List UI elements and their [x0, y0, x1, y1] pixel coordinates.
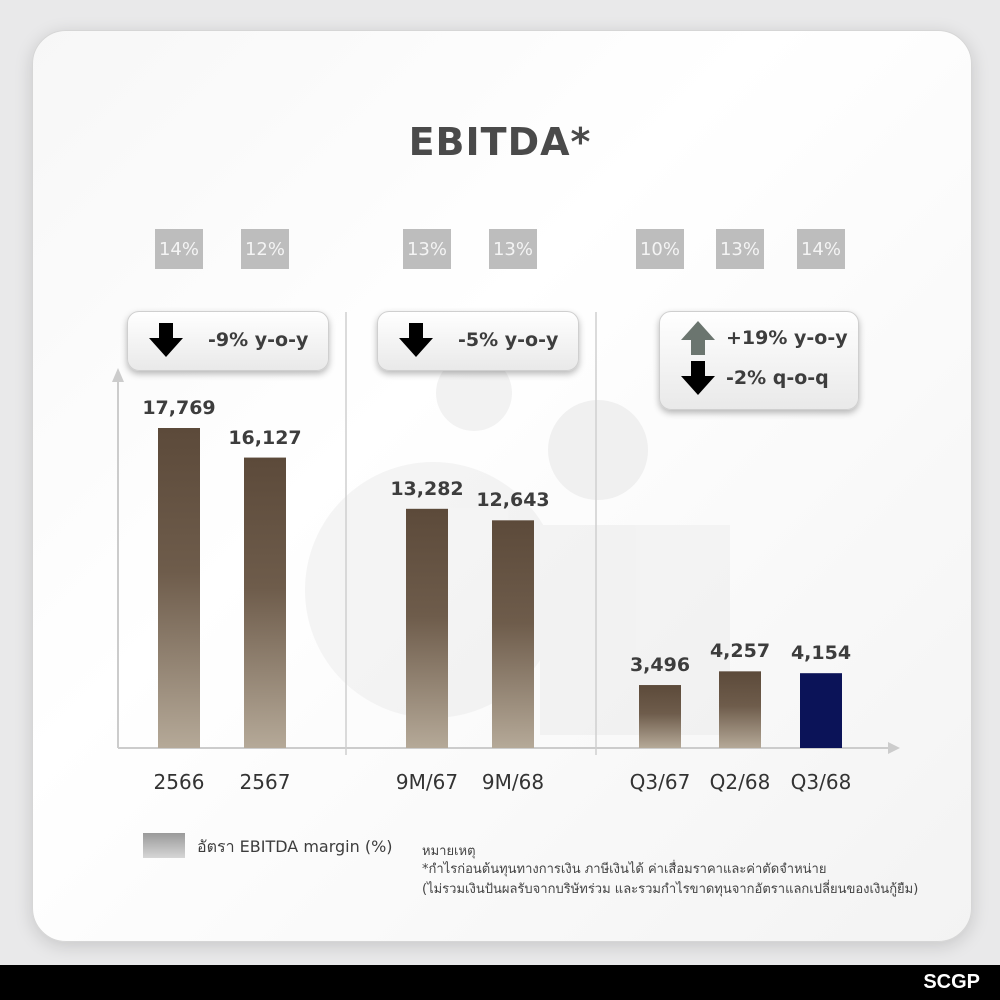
bar-9M-67	[406, 508, 448, 748]
bar-2567	[244, 457, 286, 748]
category-label: 9M/68	[481, 770, 545, 794]
change-text: +19% y-o-y	[726, 327, 848, 349]
arrow-down-icon	[148, 322, 184, 358]
category-label: Q3/67	[629, 770, 691, 794]
note-line-1: *กำไรก่อนต้นทุนทางการเงิน ภาษีเงินได้ ค่…	[422, 862, 827, 877]
category-label: Q3/68	[790, 770, 852, 794]
bar-Q2-68	[719, 671, 761, 748]
x-axis-arrow	[888, 742, 900, 754]
margin-badge: 12%	[241, 229, 289, 269]
change-callout: +19% y-o-y -2% q-o-q	[659, 311, 859, 410]
category-label: Q2/68	[709, 770, 771, 794]
footer-bar: SCGP	[0, 965, 1000, 1000]
brand-logo: SCGP	[923, 971, 980, 993]
value-label: 4,257	[709, 640, 771, 663]
category-label: 2567	[239, 770, 291, 794]
bar-2566	[158, 428, 200, 748]
arrow-down-icon	[398, 322, 434, 358]
arrow-down-icon	[680, 360, 716, 396]
margin-badge: 13%	[489, 229, 537, 269]
margin-badge: 14%	[797, 229, 845, 269]
legend-swatch	[143, 833, 185, 858]
bar-Q3-68	[800, 673, 842, 748]
margin-badge: 14%	[155, 229, 203, 269]
value-label: 16,127	[228, 426, 302, 449]
bar-Q3-67	[639, 685, 681, 748]
value-label: 4,154	[790, 642, 852, 665]
bar-9M-68	[492, 520, 534, 748]
note-line-2: (ไม่รวมเงินปันผลรับจากบริษัทร่วม และรวมก…	[422, 882, 919, 897]
value-label: 17,769	[142, 397, 216, 419]
page-title: EBITDA*	[408, 120, 592, 164]
value-label: 12,643	[476, 489, 550, 512]
change-text: -9% y-o-y	[208, 329, 309, 351]
legend-label: อัตรา EBITDA margin (%)	[197, 837, 393, 856]
note-heading: หมายเหตุ	[422, 844, 476, 859]
change-text: -2% q-o-q	[726, 367, 829, 389]
margin-badge: 13%	[716, 229, 764, 269]
value-label: 3,496	[629, 654, 691, 677]
change-callout: -5% y-o-y	[377, 311, 579, 371]
category-label: 9M/67	[395, 770, 459, 794]
change-text: -5% y-o-y	[458, 329, 559, 351]
change-callout: -9% y-o-y	[127, 311, 329, 371]
category-label: 2566	[153, 770, 205, 794]
value-label: 13,282	[390, 477, 464, 500]
margin-badge: 10%	[636, 229, 684, 269]
y-axis-arrow	[112, 368, 124, 382]
arrow-up-icon	[680, 320, 716, 356]
margin-badge: 13%	[403, 229, 451, 269]
